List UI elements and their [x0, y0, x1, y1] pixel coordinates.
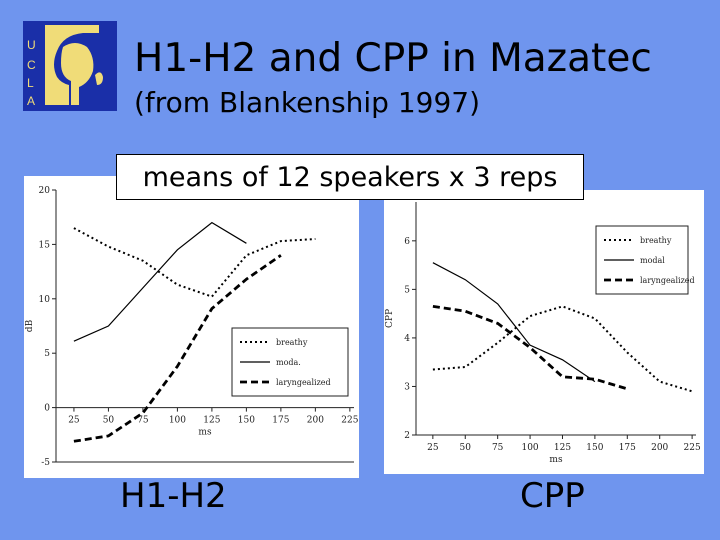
- x-tick-label: 75: [492, 443, 504, 453]
- x-tick-label: 125: [554, 443, 571, 453]
- h1h2-chart-panel: -5 0 5 10 15 20 25 50 75 100 125 150 175 200 225 ms dB br…: [24, 176, 359, 478]
- logo-letter-a: A: [27, 94, 35, 108]
- logo-letter-l: L: [27, 76, 34, 90]
- series-line-breathy: [73, 227, 316, 298]
- x-tick-label: 50: [103, 416, 115, 426]
- x-tick-label: 125: [203, 416, 220, 426]
- series-line-laryngealized: [73, 254, 282, 443]
- y-tick-label: -5: [41, 458, 50, 468]
- series-line-breathy: [432, 305, 693, 393]
- x-tick-label: 25: [427, 443, 439, 453]
- legend-label: breathy: [640, 236, 672, 245]
- y-tick-label: 4: [404, 334, 410, 344]
- logo-letter-u: U: [27, 38, 36, 52]
- x-tick-label: 150: [586, 443, 603, 453]
- cpp-chart-panel: 2 3 4 5 6 25 50 75 100 125 150 175 200 225 ms CPP breath…: [384, 190, 704, 474]
- y-axis-label: CPP: [385, 309, 395, 328]
- slide-subtitle: (from Blankenship 1997): [134, 86, 481, 119]
- legend-label: moda.: [276, 358, 301, 367]
- legend-label: laryngealized: [276, 378, 331, 387]
- x-tick-label: 150: [238, 416, 255, 426]
- x-tick-label: 75: [137, 416, 149, 426]
- y-tick-label: 10: [39, 295, 51, 305]
- x-tick-label: 25: [68, 416, 80, 426]
- x-axis-label: ms: [549, 455, 563, 465]
- x-tick-label: 200: [651, 443, 668, 453]
- series-line-laryngealized: [432, 305, 628, 391]
- logo-letter-c: C: [27, 58, 36, 72]
- x-tick-label: 200: [307, 416, 324, 426]
- x-tick-label: 175: [619, 443, 636, 453]
- caption-cpp: CPP: [520, 476, 585, 516]
- y-tick-label: 3: [404, 382, 410, 392]
- x-tick-label: 100: [169, 416, 186, 426]
- x-tick-label: 225: [684, 443, 701, 453]
- y-tick-label: 5: [404, 285, 410, 295]
- legend-label: modal: [640, 256, 665, 265]
- y-tick-label: 0: [44, 404, 50, 414]
- y-tick-label: 5: [44, 349, 50, 359]
- x-tick-label: 175: [272, 416, 289, 426]
- ucla-logo: U C L A: [23, 21, 117, 111]
- x-tick-label: 225: [341, 416, 358, 426]
- cpp-chart: 2 3 4 5 6 25 50 75 100 125 150 175 200 225 ms CPP breath…: [385, 202, 701, 465]
- series-line-moda: [73, 221, 247, 342]
- y-tick-label: 6: [404, 237, 410, 247]
- slide-title: H1-H2 and CPP in Mazatec: [134, 36, 652, 81]
- x-axis-label: ms: [198, 428, 212, 438]
- x-tick-label: 50: [460, 443, 472, 453]
- h1h2-chart: -5 0 5 10 15 20 25 50 75 100 125 150 175 200 225 ms dB br…: [25, 186, 359, 468]
- legend-label: breathy: [276, 338, 308, 347]
- speakers-note: means of 12 speakers x 3 reps: [116, 154, 584, 200]
- caption-h1h2: H1-H2: [120, 476, 227, 516]
- y-tick-label: 15: [39, 240, 51, 250]
- y-tick-label: 2: [404, 431, 410, 441]
- y-axis-label: dB: [25, 319, 35, 332]
- y-tick-label: 20: [39, 186, 51, 196]
- series-line-modal: [432, 262, 596, 383]
- x-tick-label: 100: [521, 443, 538, 453]
- legend-label: laryngealized: [640, 276, 695, 285]
